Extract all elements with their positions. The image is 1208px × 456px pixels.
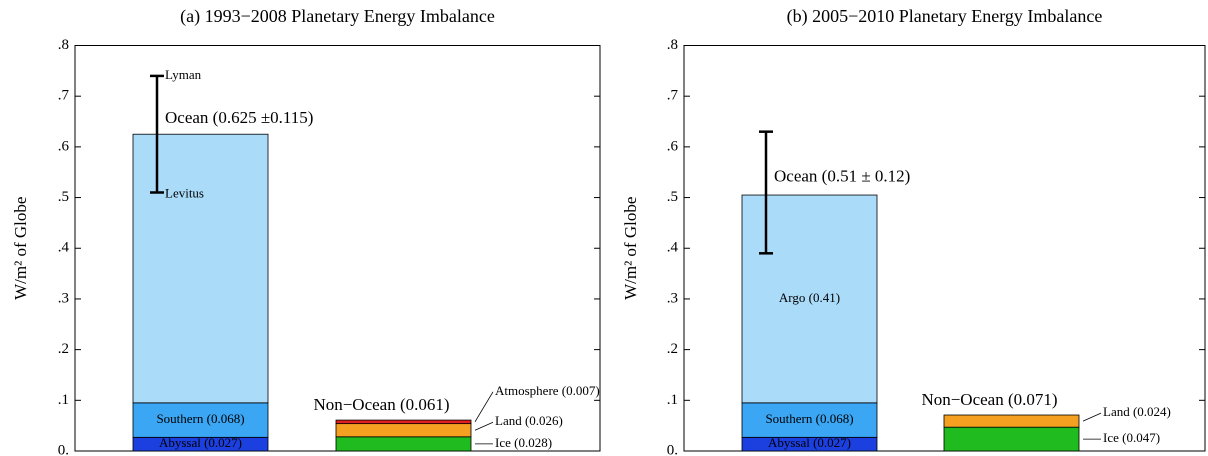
total-label: Non−Ocean (0.061): [313, 395, 449, 414]
segment-label: Land (0.026): [495, 413, 563, 428]
y-tick-label: .7: [58, 88, 70, 104]
y-axis-label: W/m² of Globe: [621, 197, 640, 300]
segment-label: Ice (0.028): [495, 435, 552, 450]
y-tick-label: .1: [667, 392, 678, 408]
segment-label: Southern (0.068): [156, 411, 244, 426]
segment-label: Argo (0.41): [779, 290, 840, 305]
chart-title: (b) 2005−2010 Planetary Energy Imbalance: [787, 6, 1103, 27]
panel: (b) 2005−2010 Planetary Energy Imbalance…: [621, 6, 1206, 456]
segment-label: Ice (0.047): [1103, 430, 1160, 445]
bar-segment: [335, 436, 472, 452]
y-tick-label: .4: [667, 240, 679, 256]
total-label: Ocean (0.625 ±0.115): [165, 108, 313, 127]
y-tick-label: .6: [58, 138, 70, 154]
y-tick-label: .2: [667, 341, 678, 357]
y-tick-label: 0.: [667, 442, 678, 456]
bar-segment: [132, 402, 269, 438]
y-tick-label: 0.: [58, 442, 69, 456]
bar-segment: [741, 194, 878, 404]
segment-label: Atmosphere (0.007): [495, 383, 600, 398]
y-axis-label: W/m² of Globe: [11, 197, 30, 300]
bar-segment: [335, 423, 472, 438]
y-tick-label: .4: [58, 240, 70, 256]
total-label: Non−Ocean (0.071): [921, 390, 1057, 409]
y-tick-label: .5: [58, 189, 69, 205]
y-tick-label: .1: [58, 392, 69, 408]
total-label: Ocean (0.51 ± 0.12): [774, 166, 910, 185]
panel: (a) 1993−2008 Planetary Energy Imbalance…: [11, 6, 601, 456]
error-label: Lyman: [165, 67, 202, 82]
arrow: [1082, 412, 1102, 422]
y-tick-label: .5: [667, 189, 678, 205]
bar-segment: [943, 426, 1080, 452]
arrow: [474, 421, 494, 431]
chart-title: (a) 1993−2008 Planetary Energy Imbalance: [180, 6, 495, 27]
y-tick-label: .3: [58, 290, 69, 306]
y-tick-label: .2: [58, 341, 69, 357]
segment-label: Abyssal (0.027): [768, 435, 851, 450]
y-tick-label: .8: [667, 37, 678, 53]
y-tick-label: .6: [667, 138, 679, 154]
bar-segment: [335, 419, 472, 425]
bar-segment: [132, 133, 269, 404]
error-label: Levitus: [165, 185, 204, 200]
y-tick-label: .8: [58, 37, 69, 53]
y-tick-label: .7: [667, 88, 679, 104]
bar-segment: [943, 414, 1080, 428]
y-tick-label: .3: [667, 290, 678, 306]
segment-label: Southern (0.068): [765, 411, 853, 426]
segment-label: Land (0.024): [1103, 404, 1171, 419]
arrow: [474, 391, 494, 423]
segment-label: Abyssal (0.027): [159, 435, 242, 450]
